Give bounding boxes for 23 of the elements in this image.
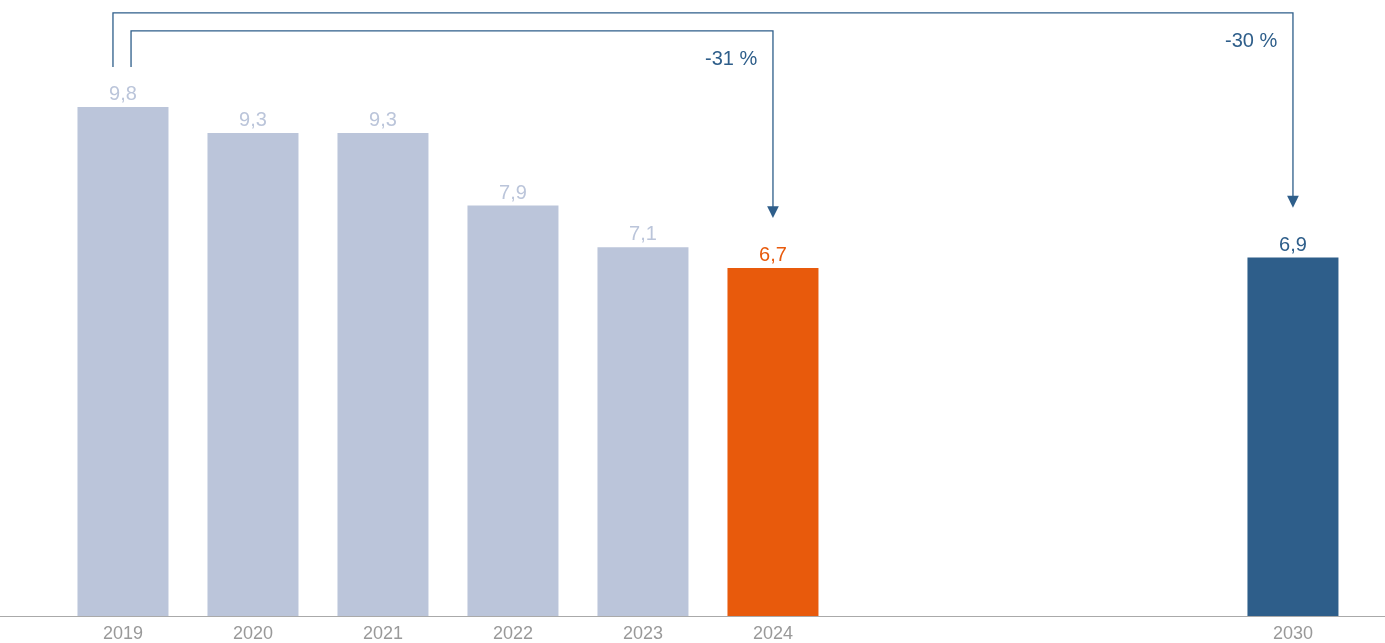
text: -31 %: [705, 47, 758, 69]
bar: [1247, 257, 1339, 616]
x-tick-label: 2021: [362, 622, 403, 643]
text: -30 %: [1225, 29, 1278, 51]
x-tick-label: 2024: [752, 622, 793, 643]
bar: [597, 247, 689, 616]
bar: [207, 132, 299, 616]
data-label: 9,3: [369, 107, 397, 130]
data-label: 7,9: [499, 180, 527, 203]
data-label: 7,1: [629, 222, 657, 245]
data-label: 6,7: [759, 242, 787, 265]
bar: [337, 132, 429, 616]
bar: [467, 205, 559, 616]
x-tick-label: 2022: [492, 622, 533, 643]
x-tick-label: 2019: [102, 622, 143, 643]
x-tick-label: 2030: [1272, 622, 1313, 643]
x-tick-label: 2023: [622, 622, 663, 643]
data-label: 6,9: [1279, 232, 1307, 255]
bar: [727, 267, 819, 616]
x-tick-label: 2020: [232, 622, 273, 643]
bar: [77, 106, 169, 616]
data-label: 9,3: [239, 107, 267, 130]
data-label: 9,8: [109, 81, 137, 104]
